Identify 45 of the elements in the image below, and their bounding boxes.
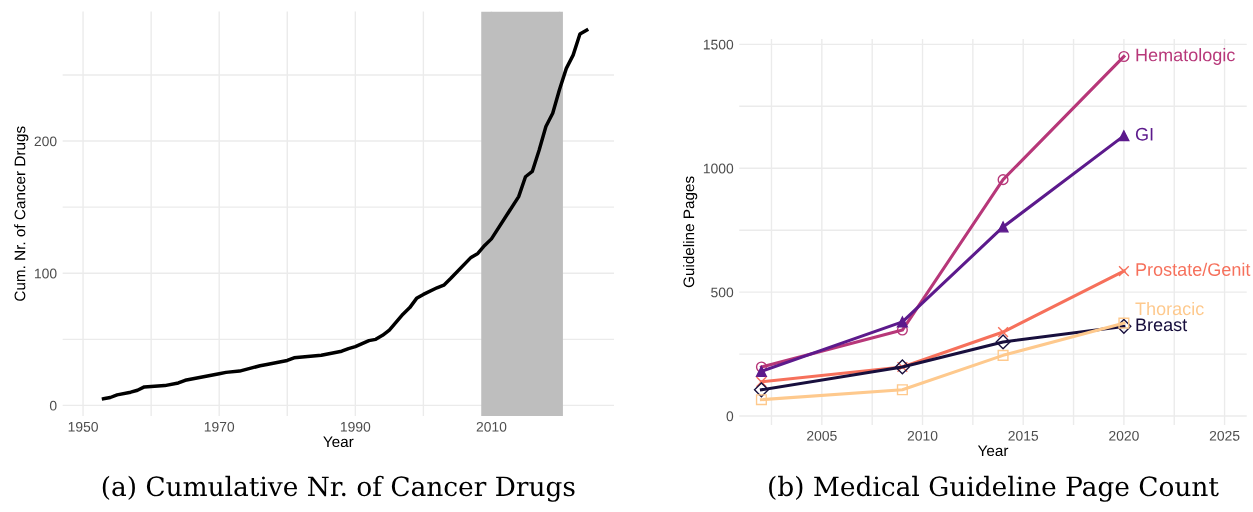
point [1116, 318, 1132, 334]
point [896, 384, 908, 396]
x-tick-label: 2010 [907, 430, 938, 441]
y-axis-title: Cum. Nr. of Cancer Drugs [14, 126, 29, 301]
series-label: Breast [1136, 318, 1188, 332]
y-tick-label: 0 [726, 411, 734, 422]
point [896, 316, 908, 328]
point [997, 221, 1009, 233]
point [1118, 130, 1130, 142]
series-label: Thoracic [1135, 301, 1204, 316]
point [755, 376, 767, 388]
x-tick-label: 2025 [1209, 430, 1240, 441]
x-tick-label: 2010 [476, 421, 507, 432]
x-tick-label: 2005 [807, 430, 837, 441]
series-label: Hematologic [1136, 48, 1235, 65]
point [997, 326, 1009, 338]
point [995, 334, 1011, 350]
text: (b) Medical Guideline Page Count [769, 475, 1219, 502]
y-tick-label: 0 [49, 400, 57, 411]
point [755, 394, 767, 406]
point [755, 361, 767, 373]
x-tick-label: 1990 [340, 421, 371, 432]
x-tick-label: 2020 [1109, 430, 1139, 441]
series-label: GI [1135, 127, 1153, 141]
y-tick-label: 500 [711, 287, 734, 298]
x-axis-title: Year [323, 436, 354, 448]
point [1118, 50, 1130, 63]
x-axis-title: Year [977, 445, 1009, 457]
y-tick-label: 1000 [703, 163, 734, 174]
x-tick-label: 2015 [1008, 430, 1039, 441]
y-tick-label: 1500 [703, 39, 734, 50]
y-tick-label: 100 [34, 268, 57, 279]
point [1118, 265, 1130, 277]
line-series [101, 28, 589, 401]
point [997, 174, 1009, 186]
point [1118, 317, 1130, 329]
x-tick-label: 1950 [68, 421, 98, 432]
point [755, 365, 767, 377]
y-tick-label: 200 [34, 136, 57, 147]
series-label: Prostate/Genit [1136, 262, 1251, 276]
x-tick-label: 1970 [204, 421, 235, 432]
point [997, 349, 1009, 361]
point [753, 382, 769, 398]
text: (a) Cumulative Nr. of Cancer Drugs [102, 475, 575, 502]
y-axis-title: Guideline Pages [683, 176, 698, 288]
